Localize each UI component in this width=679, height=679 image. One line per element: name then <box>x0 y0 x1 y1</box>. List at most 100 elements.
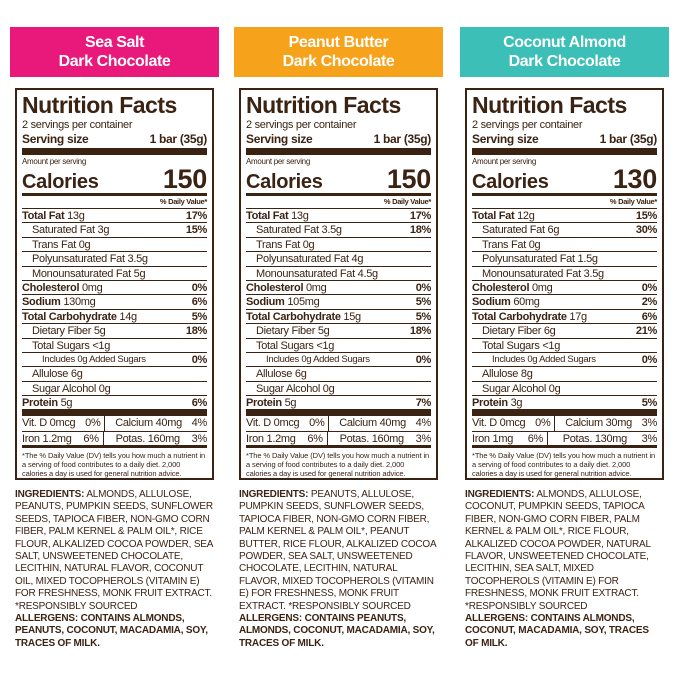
allergens: ALLERGENS: CONTAINS ALMONDS, PEANUTS, CO… <box>15 613 208 649</box>
nutrient-label: Sodium <box>22 296 61 309</box>
vitamin-name: Potas. 130mg <box>562 432 628 445</box>
serving-size-line: Serving size 1 bar (35g) <box>22 132 207 155</box>
nutrient-amount: 5g <box>60 397 73 410</box>
nutrient: Allulose 6g <box>22 367 83 380</box>
nutrient-label: Cholesterol <box>22 281 80 294</box>
nutrient-amount: 6g <box>294 368 307 381</box>
nutrient-row: Protein 5g 6% <box>22 395 207 409</box>
nutrient-row: Total Carbohydrate 14g 5% <box>22 308 208 323</box>
nutrient-amount: 60mg <box>513 296 540 309</box>
product-name: Sea Salt <box>84 34 145 51</box>
nutrient-label: Polyunsaturated Fat <box>32 253 125 266</box>
nutrient-dv: 17% <box>185 210 207 222</box>
nutrient-row: Saturated Fat 3.5g 18% <box>246 222 431 236</box>
nutrient-label: Sugar Alcohol <box>482 382 546 395</box>
nutrient: Saturated Fat 3.5g <box>246 223 342 236</box>
nutrient-row: Trans Fat 0g <box>22 236 207 251</box>
nutrient-row: Cholesterol 0mg 0% <box>22 279 207 294</box>
ingredients: INGREDIENTS: ALMONDS, ALLULOSE, COCONUT,… <box>465 489 664 650</box>
nutrient: Dietary Fiber 6g <box>472 324 556 338</box>
nutrient-row: Dietary Fiber 5g 18% <box>246 323 431 337</box>
nutrient-label: Total Sugars <box>256 339 314 352</box>
nutrient-dv: 2% <box>641 296 658 309</box>
nutrient: Polyunsaturated Fat 3.5g <box>22 252 148 265</box>
nutrient-label: Polyunsaturated Fat <box>482 253 575 266</box>
nutrient-label: Sugar Alcohol <box>32 382 96 395</box>
nutrient-amount: 0g <box>78 238 91 251</box>
nutrient-dv: 5% <box>191 310 208 323</box>
nutrient-dv: 5% <box>641 397 658 410</box>
nutrient-row: Polyunsaturated Fat 1.5g <box>472 251 657 265</box>
vitamin-row: Iron 1.2mg 6% Potas. 160mg 3% <box>22 430 208 446</box>
nutrient-row: Total Fat 13g 17% <box>22 208 207 222</box>
nutrient-dv: 6% <box>641 310 658 323</box>
vitamin-dv: 6% <box>307 431 328 446</box>
nutrient-label: Total Carbohydrate <box>472 310 567 323</box>
nutrient-label: Includes 0g Added Sugars <box>492 353 596 365</box>
ingredients-text: ALMONDS, ALLULOSE, PEANUTS, PUMPKIN SEED… <box>15 489 213 612</box>
vitamin-name: Calcium 40mg <box>339 417 406 430</box>
nutrient: Includes 0g Added Sugars <box>472 353 596 366</box>
nutrient: Allulose 6g <box>246 367 307 380</box>
serving-size: 1 bar (35g) <box>373 132 432 146</box>
nutrient-dv: 0% <box>415 353 432 366</box>
nutrient: Sodium 105mg <box>246 295 320 309</box>
serving-size-label: Serving size <box>472 132 539 146</box>
nutrient-row: Sodium 105mg 5% <box>246 294 431 308</box>
nutrient-amount: 13g <box>67 210 85 222</box>
nutrient-amount: 5g <box>317 325 330 338</box>
nutrient: Total Sugars <1g <box>472 339 560 352</box>
vitamin-dv: 3% <box>191 432 208 445</box>
nutrient-label: Trans Fat <box>482 238 526 251</box>
nutrient-label: Total Carbohydrate <box>246 310 341 323</box>
nutrient-label: Dietary Fiber <box>482 325 542 338</box>
nutrient: Protein 5g <box>22 396 72 409</box>
nutrient-dv: 0% <box>191 353 208 366</box>
product-header: Coconut Almond Dark Chocolate <box>460 27 669 77</box>
ingredients-label: INGREDIENTS: <box>465 489 535 500</box>
product-header: Sea Salt Dark Chocolate <box>10 27 219 77</box>
nutrient: Sugar Alcohol 0g <box>472 382 561 395</box>
vitamin-name: Potas. 160mg <box>339 432 405 445</box>
nutrient-label: Dietary Fiber <box>32 325 92 338</box>
nutrient-row: Polyunsaturated Fat 3.5g <box>22 251 207 265</box>
vitamins: Vit. D 0mcg 0% Calcium 40mg 4% Iron 1.2mg 6% P… <box>246 409 432 446</box>
calories-label: Calories <box>472 171 549 193</box>
nutrient-amount: 130mg <box>63 296 96 309</box>
nutrient-row: Saturated Fat 3g 15% <box>22 222 207 236</box>
vitamin-dv: 3% <box>415 432 432 445</box>
nutrient: Saturated Fat 3g <box>22 223 109 236</box>
nutrient: Trans Fat 0g <box>246 238 315 251</box>
nutrient-row: Allulose 6g <box>22 366 207 380</box>
product-panel: Coconut Almond Dark Chocolate Nutrition Fa… <box>460 27 669 650</box>
nutrient-amount: <1g <box>92 339 111 352</box>
nutrient-label: Sodium <box>472 296 511 309</box>
calories-value: 150 <box>162 164 207 194</box>
nutrient-label: Sodium <box>246 296 285 309</box>
calories-label: Calories <box>22 171 99 193</box>
vitamin-dv: 3% <box>641 432 658 445</box>
vitamin-name: Vit. D 0mcg <box>472 417 526 430</box>
nutrient-row: Protein 3g 5% <box>472 395 657 409</box>
calories-label: Calories <box>246 171 323 193</box>
nutrient-dv: 0% <box>415 281 432 294</box>
nutrient-label: Monounsaturated Fat <box>256 267 355 280</box>
allergens: ALLERGENS: CONTAINS PEANUTS, ALMONDS, CO… <box>239 613 435 649</box>
calories-line: Calories 150 <box>22 166 207 196</box>
nutrient: Saturated Fat 6g <box>472 223 559 236</box>
nutrient-amount: 3g <box>97 224 110 237</box>
product-name: Peanut Butter <box>288 34 389 51</box>
product-name: Coconut Almond <box>503 34 626 51</box>
nutrient-amount: 4g <box>351 253 364 266</box>
nutrient-amount: 3g <box>510 397 523 410</box>
vitamin-name: Vit. D 0mcg <box>22 417 76 430</box>
facts-title: Nutrition Facts <box>246 92 401 118</box>
product-name: Dark Chocolate <box>282 53 395 70</box>
dv-header: % Daily Value* <box>159 197 207 206</box>
nutrient: Allulose 8g <box>472 367 533 380</box>
servings: 2 servings per container <box>246 119 357 131</box>
servings: 2 servings per container <box>472 119 583 131</box>
nutrient-amount: <1g <box>542 339 561 352</box>
nutrient-row: Total Carbohydrate 17g 6% <box>472 308 658 323</box>
nutrient-amount: 15g <box>343 310 361 323</box>
